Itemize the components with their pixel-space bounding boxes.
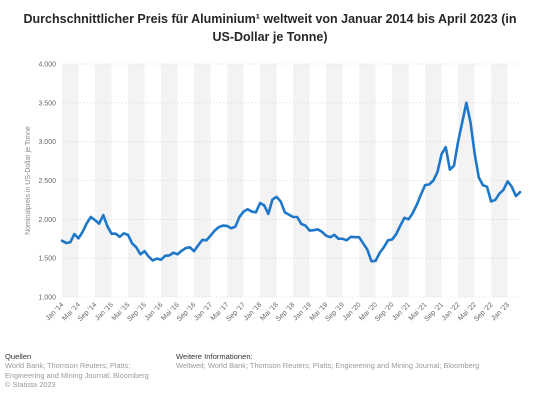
gridlines <box>62 63 520 298</box>
series-line <box>60 101 522 263</box>
background-band <box>95 64 112 297</box>
background-band <box>227 64 244 297</box>
y-tick-label: 1.500 <box>38 256 56 263</box>
background-band <box>491 64 508 297</box>
chart: 1.000 1.500 2.000 2.500 3.000 3.500 4.000 Nomi… <box>25 62 522 323</box>
y-tick-label: 2.500 <box>38 178 56 185</box>
background-band <box>161 64 178 297</box>
background-band <box>392 64 409 297</box>
background-band <box>260 64 277 297</box>
info-block: Weitere Informationen: Weltweit; World B… <box>176 352 526 371</box>
y-tick-label: 2.000 <box>38 217 56 224</box>
y-axis-label: Nominalpreis in US-Dollar je Tonne <box>25 126 32 235</box>
y-tick-label: 1.000 <box>38 295 56 302</box>
chart-title: Durchschnittlicher Preis für Aluminium¹ … <box>23 12 517 44</box>
info-heading: Weitere Informationen: <box>176 352 253 361</box>
sources-text: World Bank; Thomson Reuters; Platts; Eng… <box>5 361 149 380</box>
y-axis-ticks: 1.000 1.500 2.000 2.500 3.000 3.500 4.000 <box>38 62 56 302</box>
info-text: Weltweit; World Bank; Thomson Reuters; P… <box>176 361 480 371</box>
x-tick-label: Jan '23 <box>490 301 511 322</box>
sources-heading: Quellen <box>5 352 32 361</box>
y-tick-label: 3.500 <box>38 100 56 107</box>
y-tick-label: 4.000 <box>38 62 56 69</box>
sources-block: Quellen World Bank; Thomson Reuters; Pla… <box>5 352 160 390</box>
copyright: © Statista 2023 <box>5 380 56 390</box>
y-tick-label: 3.000 <box>38 139 56 146</box>
